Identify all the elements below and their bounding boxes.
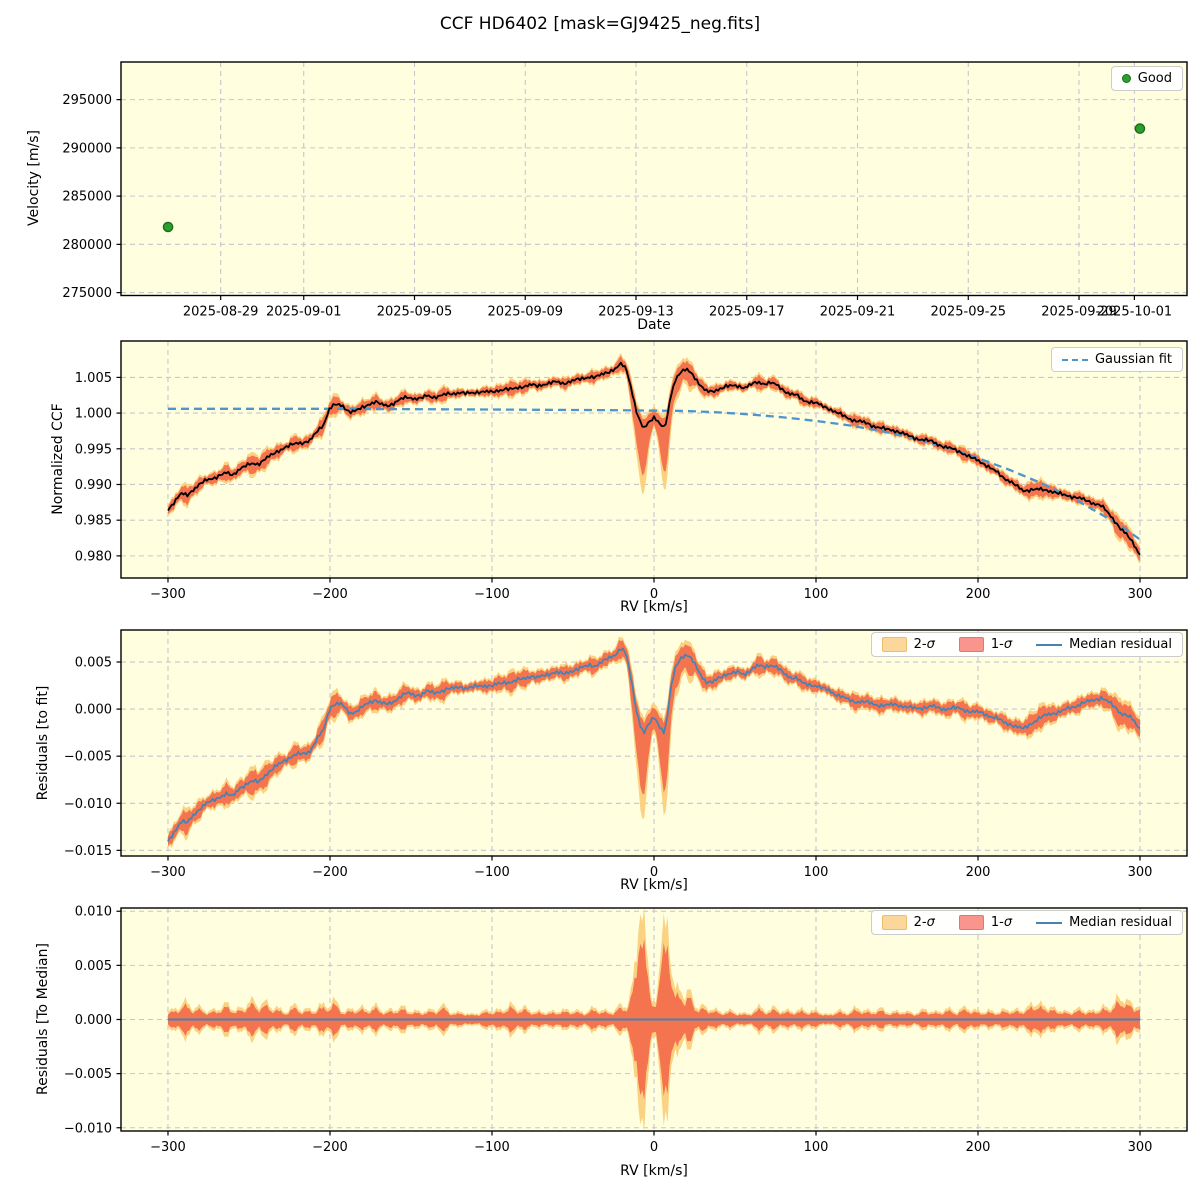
svg-text:300: 300: [1128, 1140, 1153, 1155]
legend-residuals-fit: 2-σ 1-σ Median residual: [870, 632, 1183, 657]
sigma2-swatch-2: [881, 915, 907, 930]
svg-text:0.000: 0.000: [75, 1013, 112, 1028]
residuals-fit-y-axis-label: Residuals [to fit]: [35, 685, 51, 801]
rv-x-axis-label-1: RV [km/s]: [620, 599, 688, 615]
svg-text:2025-08-29: 2025-08-29: [183, 305, 259, 320]
svg-text:2025-09-29: 2025-09-29: [1041, 305, 1117, 320]
median-residual-line-icon: [1036, 643, 1063, 646]
svg-text:−100: −100: [474, 865, 510, 880]
svg-text:2025-09-17: 2025-09-17: [709, 305, 785, 320]
sigma2-label-2: 2-σ: [913, 915, 935, 930]
median-residual-label: Median residual: [1069, 637, 1172, 652]
rv-x-axis-label-3: RV [km/s]: [620, 1163, 688, 1179]
page-title: CCF HD6402 [mask=GJ9425_neg.fits]: [439, 14, 761, 34]
svg-text:300: 300: [1128, 587, 1153, 602]
legend-velocity: Good: [1110, 66, 1183, 91]
svg-text:300: 300: [1128, 865, 1153, 880]
legend-gaussian-fit: Gaussian fit: [1050, 347, 1183, 372]
svg-text:2025-09-13: 2025-09-13: [598, 305, 674, 320]
svg-text:2025-09-01: 2025-09-01: [266, 305, 342, 320]
svg-text:0: 0: [650, 587, 658, 602]
svg-text:−0.010: −0.010: [64, 797, 112, 812]
svg-text:0.990: 0.990: [75, 478, 112, 493]
sigma1-label: 1-σ: [990, 637, 1013, 652]
svg-text:−0.005: −0.005: [64, 1067, 112, 1082]
svg-text:0.010: 0.010: [75, 905, 112, 920]
svg-text:−0.010: −0.010: [64, 1121, 112, 1136]
svg-text:−0.015: −0.015: [64, 844, 112, 859]
svg-text:280000: 280000: [62, 238, 112, 253]
svg-text:100: 100: [804, 1140, 829, 1155]
rv-x-axis-label-2: RV [km/s]: [620, 877, 688, 893]
svg-text:1.000: 1.000: [75, 407, 112, 422]
svg-text:0.980: 0.980: [75, 549, 112, 564]
svg-text:0: 0: [650, 1140, 658, 1155]
svg-text:200: 200: [966, 587, 991, 602]
svg-text:1.005: 1.005: [75, 371, 112, 386]
ccf-y-axis-label: Normalized CCF: [50, 403, 66, 515]
sigma2-label: 2-σ: [913, 637, 935, 652]
legend-residuals-median: 2-σ 1-σ Median residual: [870, 910, 1183, 935]
legend-gaussian-label: Gaussian fit: [1094, 352, 1172, 367]
svg-text:−200: −200: [312, 587, 348, 602]
svg-text:200: 200: [966, 865, 991, 880]
svg-text:−300: −300: [150, 865, 186, 880]
svg-text:−200: −200: [312, 865, 348, 880]
legend-good-label: Good: [1137, 71, 1172, 86]
svg-text:285000: 285000: [62, 190, 112, 205]
svg-text:−300: −300: [150, 587, 186, 602]
sigma1-swatch: [958, 637, 984, 652]
svg-text:295000: 295000: [62, 93, 112, 108]
svg-text:100: 100: [804, 587, 829, 602]
median-residual-line-icon-2: [1036, 921, 1063, 924]
sigma1-swatch-2: [958, 915, 984, 930]
svg-text:2025-09-09: 2025-09-09: [487, 305, 563, 320]
svg-text:−300: −300: [150, 1140, 186, 1155]
residuals-median-y-axis-label: Residuals [To Median]: [35, 943, 51, 1095]
svg-text:2025-09-25: 2025-09-25: [930, 305, 1006, 320]
svg-text:−0.005: −0.005: [64, 750, 112, 765]
good-marker-icon: [1121, 74, 1131, 83]
gaussian-fit-line-icon: [1061, 358, 1088, 361]
svg-text:2025-09-21: 2025-09-21: [820, 305, 896, 320]
svg-text:0.005: 0.005: [75, 959, 112, 974]
sigma1-label-2: 1-σ: [990, 915, 1013, 930]
svg-text:0.995: 0.995: [75, 442, 112, 457]
date-x-axis-label: Date: [637, 317, 671, 333]
svg-text:275000: 275000: [62, 286, 112, 301]
svg-text:200: 200: [966, 1140, 991, 1155]
svg-text:0.985: 0.985: [75, 514, 112, 529]
velocity-y-axis-label: Velocity [m/s]: [26, 130, 42, 226]
svg-text:−100: −100: [474, 587, 510, 602]
svg-text:100: 100: [804, 865, 829, 880]
svg-text:290000: 290000: [62, 141, 112, 156]
svg-text:0: 0: [650, 865, 658, 880]
svg-text:2025-09-05: 2025-09-05: [377, 305, 453, 320]
svg-text:2025-10-01: 2025-10-01: [1097, 305, 1173, 320]
median-residual-label-2: Median residual: [1069, 915, 1172, 930]
sigma2-swatch: [881, 637, 907, 652]
svg-text:0.005: 0.005: [75, 656, 112, 671]
svg-text:0.000: 0.000: [75, 703, 112, 718]
svg-text:−100: −100: [474, 1140, 510, 1155]
svg-text:−200: −200: [312, 1140, 348, 1155]
